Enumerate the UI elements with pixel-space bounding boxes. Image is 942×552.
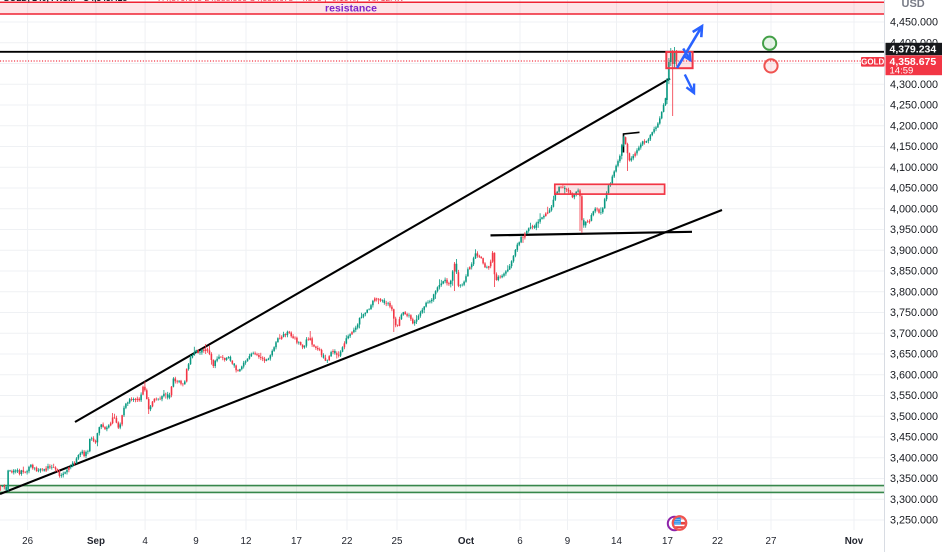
svg-text:3,700.000: 3,700.000: [890, 328, 938, 340]
svg-text:3,500.000: 3,500.000: [890, 411, 938, 423]
svg-text:14:59: 14:59: [890, 66, 914, 77]
svg-text:6: 6: [517, 536, 523, 547]
svg-text:4,150.000: 4,150.000: [890, 141, 938, 153]
svg-text:3,350.000: 3,350.000: [890, 473, 938, 485]
svg-text:GOLD, 240, FXCM · O4,343.425: GOLD, 240, FXCM · O4,343.425: [3, 0, 128, 3]
svg-text:Sep: Sep: [87, 536, 105, 547]
svg-text:9: 9: [565, 536, 570, 547]
svg-text:Oct: Oct: [458, 536, 475, 547]
svg-text:3,250.000: 3,250.000: [890, 515, 938, 527]
svg-text:9: 9: [193, 536, 198, 547]
svg-text:4,200.000: 4,200.000: [890, 120, 938, 132]
svg-text:H4,379.675 L4,338.500 C4,358.6: H4,379.675 L4,338.500 C4,358.675 −4.575 …: [158, 0, 403, 3]
svg-text:3,650.000: 3,650.000: [890, 349, 938, 361]
svg-text:12: 12: [241, 536, 252, 547]
svg-text:4,000.000: 4,000.000: [890, 203, 938, 215]
svg-text:3,600.000: 3,600.000: [890, 369, 938, 381]
svg-text:3,450.000: 3,450.000: [890, 432, 938, 444]
svg-text:4,050.000: 4,050.000: [890, 183, 938, 195]
svg-text:USD: USD: [902, 0, 925, 10]
svg-text:22: 22: [712, 536, 723, 547]
svg-text:4,100.000: 4,100.000: [890, 162, 938, 174]
svg-text:17: 17: [291, 536, 302, 547]
svg-text:3,400.000: 3,400.000: [890, 452, 938, 464]
svg-text:3,950.000: 3,950.000: [890, 224, 938, 236]
svg-text:4: 4: [142, 536, 148, 547]
svg-text:GOLD: GOLD: [861, 57, 884, 66]
svg-text:4,300.000: 4,300.000: [890, 79, 938, 91]
svg-text:3,850.000: 3,850.000: [890, 266, 938, 278]
svg-text:25: 25: [392, 536, 403, 547]
svg-text:3,800.000: 3,800.000: [890, 286, 938, 298]
svg-text:3,900.000: 3,900.000: [890, 245, 938, 257]
svg-text:4,250.000: 4,250.000: [890, 100, 938, 112]
svg-text:27: 27: [766, 536, 777, 547]
svg-text:3,750.000: 3,750.000: [890, 307, 938, 319]
svg-text:Nov: Nov: [845, 536, 864, 547]
svg-text:3,300.000: 3,300.000: [890, 494, 938, 506]
svg-text:4,450.000: 4,450.000: [890, 17, 938, 29]
svg-text:26: 26: [22, 536, 33, 547]
svg-text:resistance: resistance: [325, 3, 377, 15]
svg-text:14: 14: [611, 536, 622, 547]
svg-text:4,358.675: 4,358.675: [890, 56, 937, 68]
svg-text:4,379.234: 4,379.234: [890, 43, 937, 55]
svg-text:3,550.000: 3,550.000: [890, 390, 938, 402]
svg-text:17: 17: [662, 536, 673, 547]
svg-text:22: 22: [342, 536, 353, 547]
